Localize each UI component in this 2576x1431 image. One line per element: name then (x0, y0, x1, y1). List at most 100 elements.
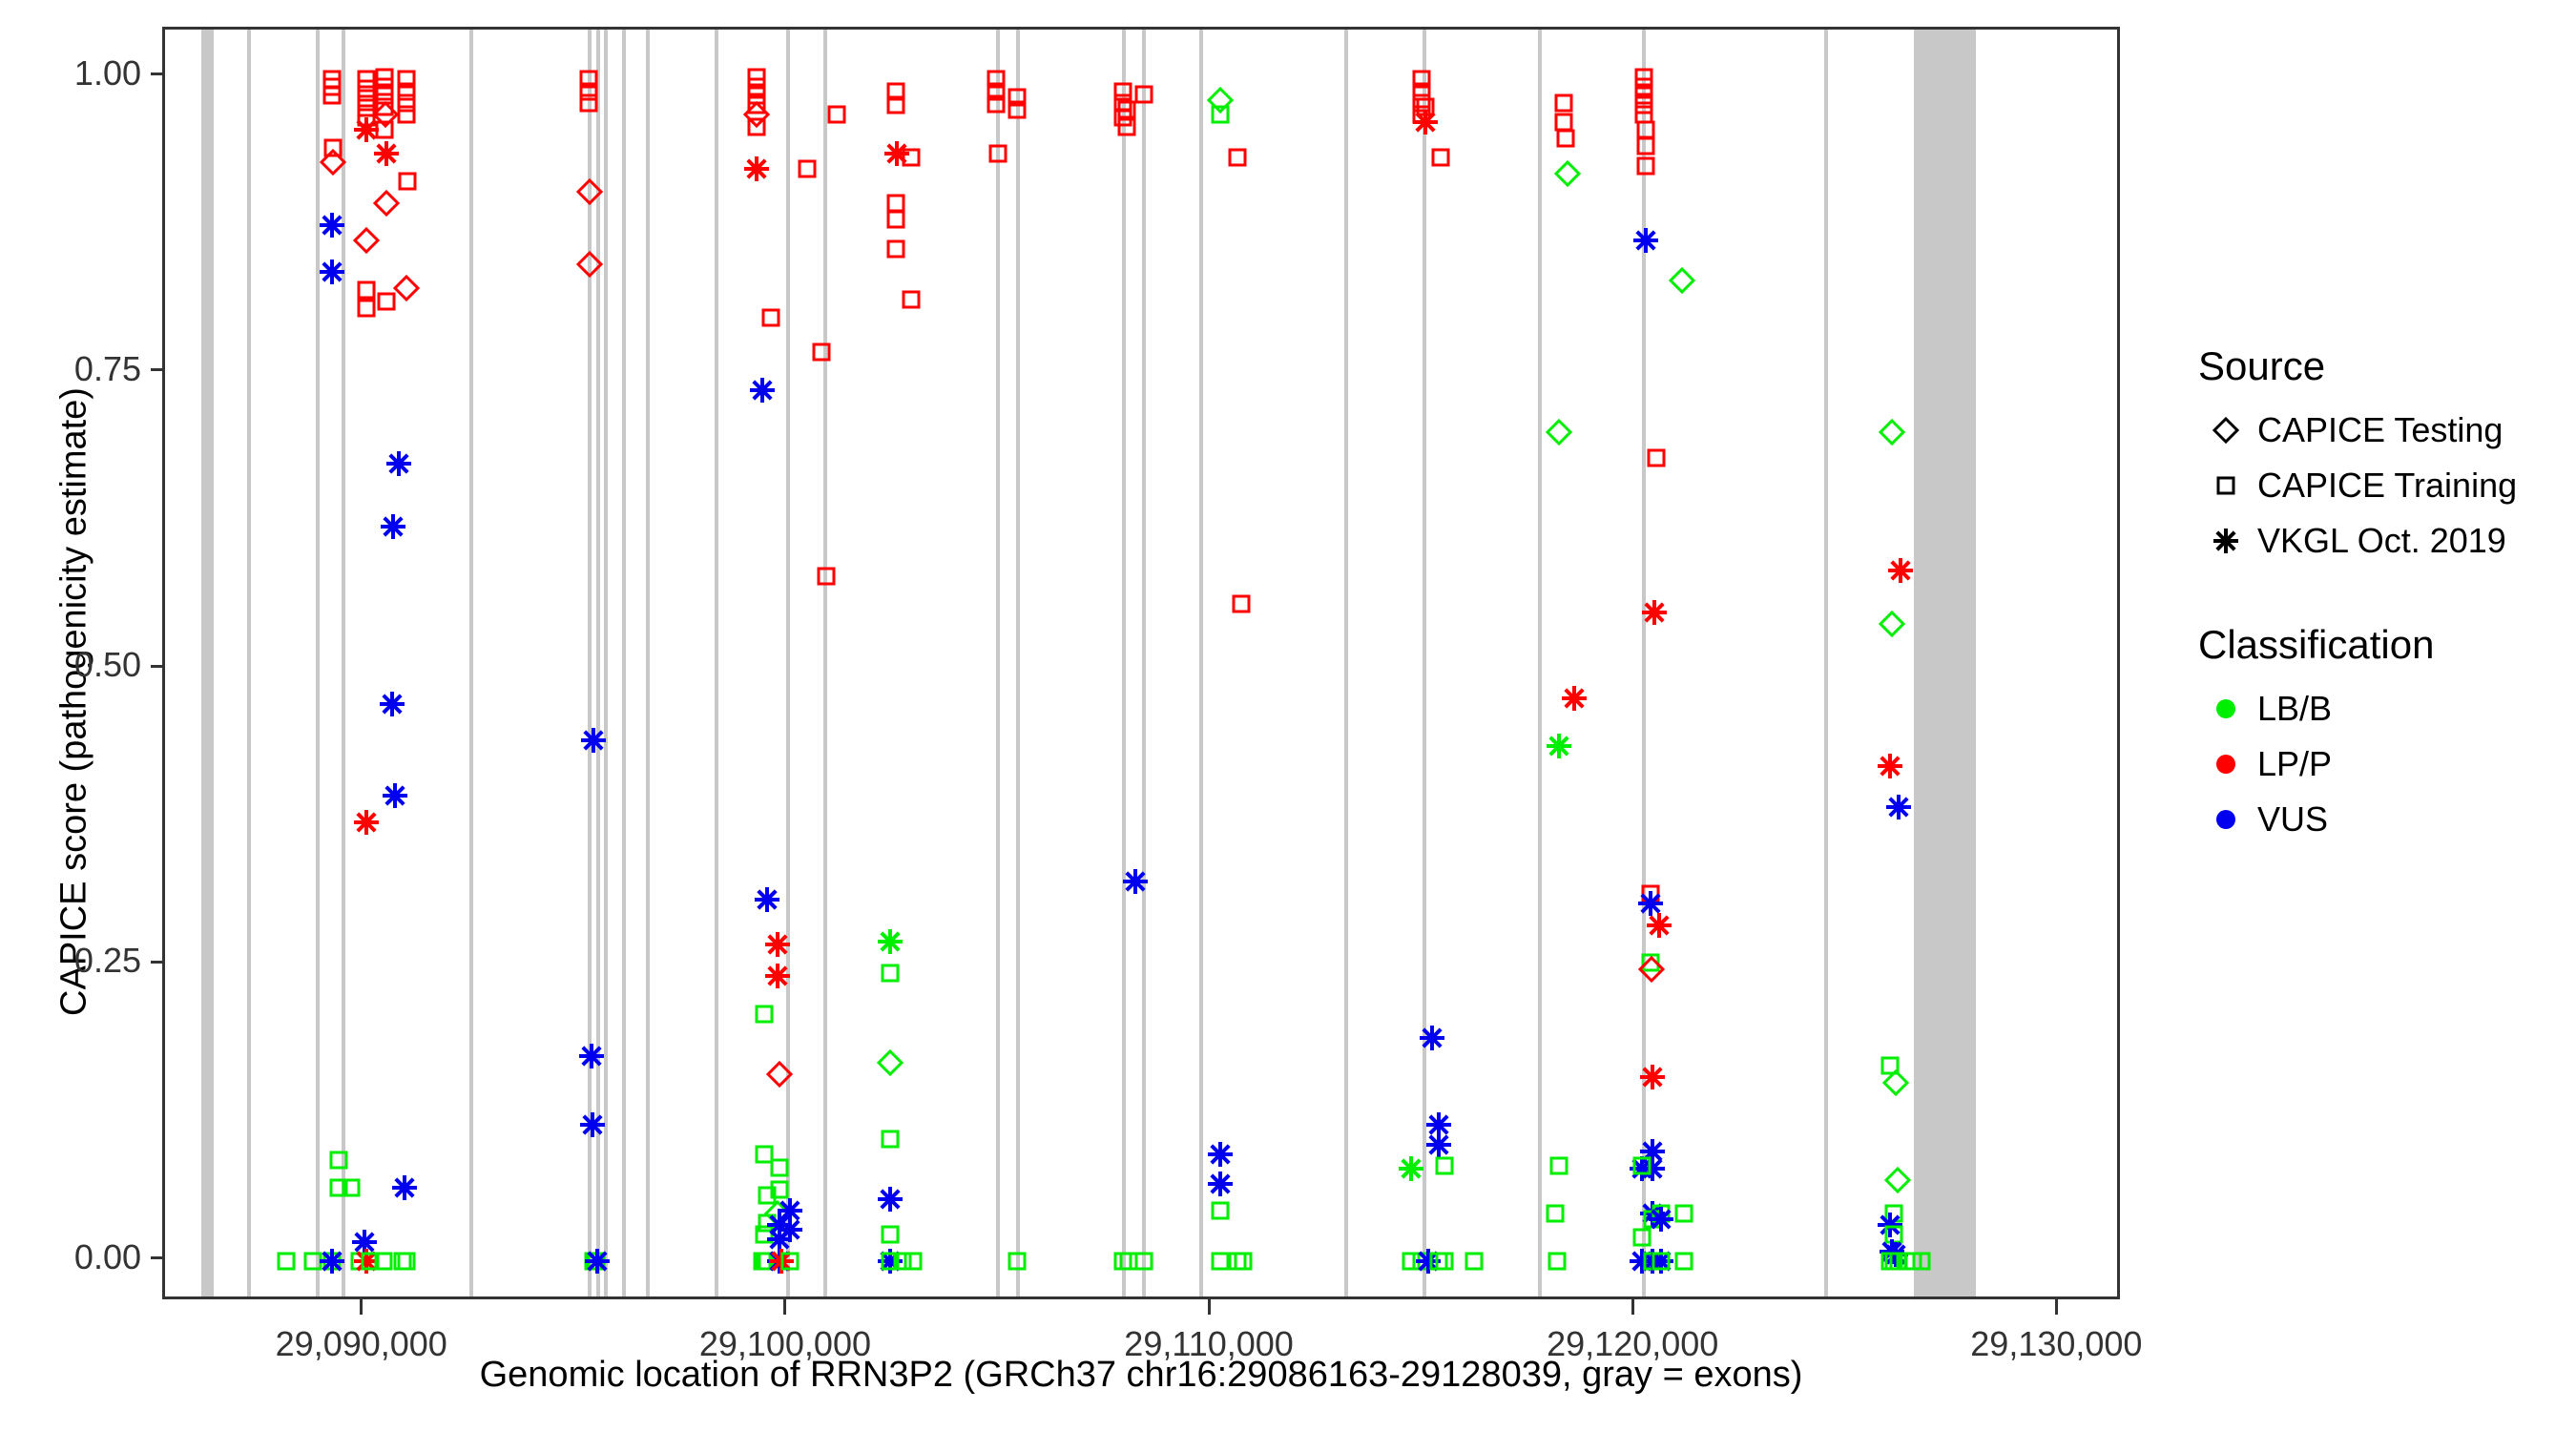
data-point-marker (750, 1000, 779, 1028)
exon-band (469, 30, 474, 1296)
legend-item-label: VUS (2257, 799, 2329, 839)
data-point-marker (1668, 266, 1696, 295)
data-point-marker (352, 103, 381, 132)
y-tick-label: 0.00 (73, 1236, 141, 1276)
data-point-marker (742, 81, 771, 110)
legend-item-label: CAPICE Training (2257, 466, 2518, 505)
data-point-marker (767, 1247, 796, 1275)
data-point-marker (352, 84, 381, 113)
data-point-marker (753, 1247, 781, 1275)
data-point-marker (742, 73, 771, 101)
data-point-marker (1414, 1247, 1443, 1275)
data-point-marker (1647, 1205, 1675, 1234)
x-tick-label: 29,120,000 (1547, 1324, 1719, 1363)
data-point-marker (897, 143, 925, 172)
data-point-marker (392, 1247, 421, 1275)
data-point-marker (352, 294, 381, 322)
legend-item-classification[interactable]: LB/B (2194, 681, 2576, 736)
data-point-marker (370, 73, 399, 101)
data-point-marker (742, 155, 771, 183)
data-point-marker (876, 1247, 904, 1275)
data-point-marker (1549, 89, 1578, 117)
data-point-marker (753, 1209, 781, 1237)
data-point-marker (1880, 1220, 1908, 1249)
data-point-marker (1878, 610, 1906, 638)
data-point-marker (793, 155, 821, 183)
data-point-marker (1551, 124, 1580, 153)
data-point-marker (370, 93, 399, 121)
exon-band (201, 30, 215, 1296)
data-point-marker (1636, 948, 1665, 977)
data-point-marker (352, 1247, 381, 1275)
color-dot-icon (2194, 695, 2257, 723)
data-point-marker (392, 65, 421, 93)
data-point-marker (1545, 1151, 1573, 1180)
data-point-marker (1397, 1154, 1425, 1183)
data-point-marker (345, 1247, 374, 1275)
data-point-marker (1880, 1199, 1908, 1228)
data-point-marker (578, 1110, 607, 1139)
data-point-marker (272, 1247, 301, 1275)
legend-item-classification[interactable]: VUS (2194, 792, 2576, 847)
legend-title-source: Source (2198, 343, 2326, 388)
data-point-marker (1886, 556, 1915, 585)
data-point-marker (1636, 889, 1665, 918)
exon-band (1142, 30, 1147, 1296)
exon-band (822, 30, 827, 1296)
legend-title-classification: Classification (2198, 622, 2435, 667)
data-point-marker (378, 690, 406, 718)
data-point-marker (381, 781, 409, 810)
data-point-marker (1647, 1247, 1675, 1275)
data-point-marker (372, 139, 401, 168)
legend-item-classification[interactable]: LP/P (2194, 736, 2576, 792)
data-point-marker (883, 139, 911, 168)
data-point-marker (1631, 226, 1660, 255)
x-tick-mark (360, 1299, 364, 1315)
data-point-marker (369, 1247, 398, 1275)
y-tick-label: 1.00 (73, 52, 141, 93)
data-point-marker (776, 1215, 804, 1244)
data-point-marker (388, 1247, 417, 1275)
data-point-marker (750, 1140, 779, 1169)
y-tick-label: 0.75 (73, 348, 141, 388)
legend-item-source[interactable]: CAPICE Training (2194, 458, 2576, 513)
diamond-icon (2194, 416, 2257, 445)
data-point-marker (370, 115, 399, 144)
x-tick-label: 29,100,000 (698, 1324, 871, 1363)
y-tick-label: 0.25 (73, 941, 141, 981)
data-point-marker (1112, 113, 1141, 141)
data-point-marker (392, 274, 421, 302)
data-point-marker (352, 115, 381, 144)
data-point-marker (876, 1220, 904, 1249)
data-point-marker (899, 1247, 927, 1275)
data-point-marker (1227, 590, 1256, 618)
data-point-marker (1883, 1166, 1912, 1194)
y-tick-mark (151, 960, 166, 964)
x-axis-title: Genomic location of RRN3P2 (GRCh37 chr16… (479, 1355, 1803, 1395)
data-point-marker (1545, 418, 1573, 446)
data-point-marker (748, 1247, 777, 1275)
data-point-marker (350, 1228, 379, 1256)
data-point-marker (372, 287, 401, 316)
x-tick-mark (2054, 1299, 2058, 1315)
exon-band (1198, 30, 1203, 1296)
data-point-marker (1881, 1240, 1910, 1269)
data-point-marker (370, 81, 399, 110)
data-point-marker (392, 77, 421, 106)
exon-band (715, 30, 719, 1296)
data-point-marker (882, 205, 910, 234)
exon-band (1913, 30, 1977, 1296)
exon-band (588, 30, 592, 1296)
data-point-marker (392, 100, 421, 129)
legend-item-source[interactable]: VKGL Oct. 2019 (2194, 513, 2576, 569)
data-point-marker (1460, 1247, 1488, 1275)
data-point-marker (352, 276, 381, 304)
data-point-marker (882, 189, 910, 218)
data-point-marker (1553, 159, 1582, 188)
data-point-marker (742, 63, 771, 92)
data-point-marker (1560, 684, 1589, 713)
exon-band (247, 30, 252, 1296)
legend-item-source[interactable]: CAPICE Testing (2194, 403, 2576, 458)
legend-item-label: VKGL Oct. 2019 (2257, 521, 2506, 560)
data-point-marker (1884, 1247, 1913, 1275)
